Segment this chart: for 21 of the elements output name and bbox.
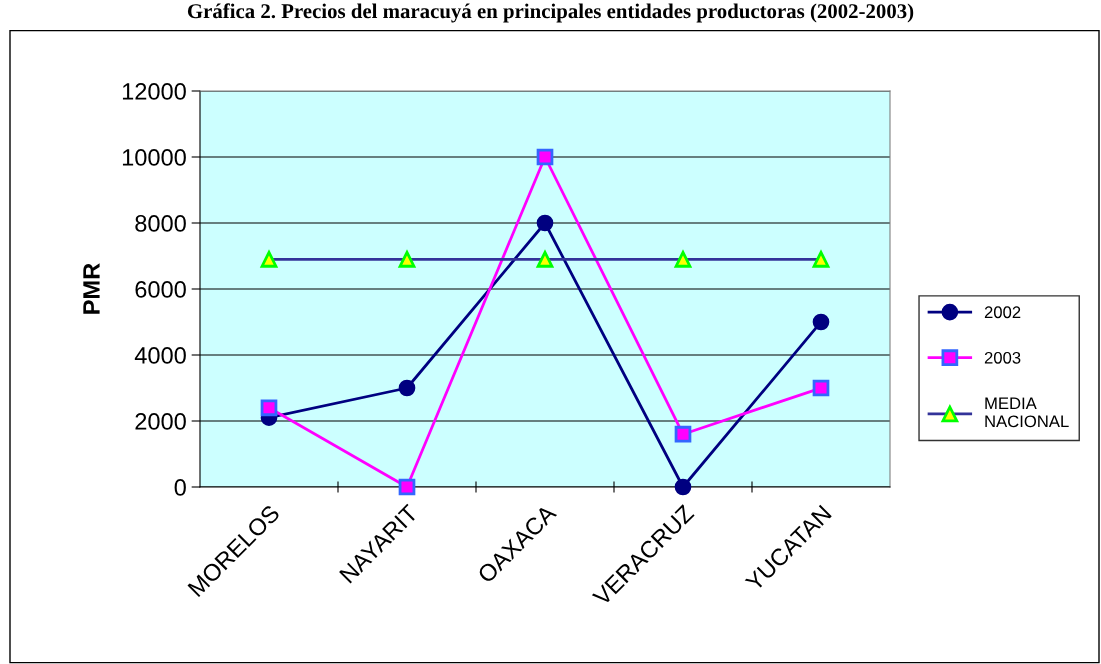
y-axis-title: PMR [83,263,100,314]
y-tick-label: 0 [174,479,186,496]
y-tick-label: 2000 [135,413,186,430]
point [812,379,830,397]
y-tick-label: 6000 [135,281,186,298]
point [536,148,554,166]
point [398,379,416,397]
chart-title: Gráfica 2. Precios del maracuyá en principales entidades productoras (2002-2003) [187,3,914,23]
y-tick-label: 8000 [135,215,186,232]
point [536,214,554,232]
point [398,478,416,496]
point [674,425,692,443]
y-tick-label: 4000 [134,347,186,364]
legend-label: MEDIA NACIONAL [985,397,1069,428]
legend-label: 2003 [984,351,1021,364]
legend-label: 2002 [984,306,1021,319]
point [812,313,830,331]
point [260,399,278,417]
y-tick-label: 10000 [122,149,186,166]
y-tick-label: 12000 [122,83,186,100]
point [674,478,692,496]
